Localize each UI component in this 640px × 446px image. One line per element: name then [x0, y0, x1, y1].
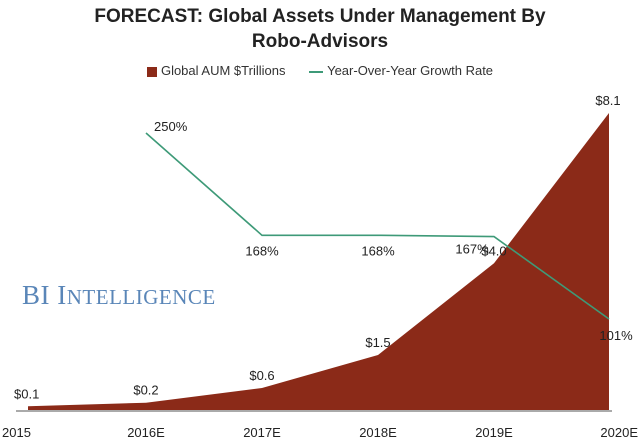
watermark-intelligence: INTELLIGENCE [57, 280, 216, 310]
aum-label: $0.1 [14, 386, 39, 401]
chart-title-line-2: Robo-Advisors [251, 31, 389, 52]
aum-label: $4.0 [481, 243, 506, 258]
aum-label: $0.6 [249, 368, 274, 383]
aum-label: $0.2 [133, 383, 158, 398]
growth-label: 168% [361, 243, 395, 258]
legend-label-growth: Year-Over-Year Growth Rate [327, 63, 494, 79]
bi-intelligence-watermark: BI INTELLIGENCE [22, 280, 216, 311]
growth-rate-line [145, 132, 610, 320]
chart-legend: Global AUM $Trillions Year-Over-Year Gro… [0, 62, 640, 78]
growth-label: 250% [154, 119, 188, 134]
watermark-bi: BI [22, 280, 50, 310]
x-tick-label: 2019E [475, 425, 513, 440]
legend-swatch-growth [309, 70, 324, 73]
growth-label: 101% [599, 328, 633, 343]
x-tick-label: 2018E [359, 425, 397, 440]
chart-title: FORECAST: Global Assets Under Management… [0, 4, 640, 54]
legend-label-aum: Global AUM $Trillions [160, 63, 286, 79]
x-tick-label: 2020E [600, 425, 638, 440]
x-tick-label: 2015 [2, 425, 31, 440]
x-tick-label: 2016E [127, 425, 165, 440]
aum-area [28, 113, 609, 410]
aum-label: $1.5 [365, 335, 390, 350]
legend-item-aum: Global AUM $Trillions [146, 63, 286, 79]
growth-label: 168% [245, 243, 279, 258]
chart-title-line-1: FORECAST: Global Assets Under Management… [94, 6, 546, 27]
legend-swatch-aum [146, 66, 157, 77]
legend-item-growth: Year-Over-Year Growth Rate [309, 63, 493, 78]
aum-label: $8.1 [595, 93, 620, 108]
x-tick-label: 2017E [243, 425, 281, 440]
growth-label: 167% [455, 242, 489, 257]
